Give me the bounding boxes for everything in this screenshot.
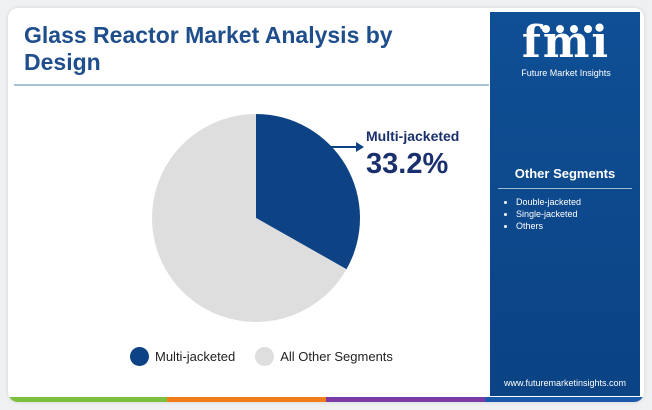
title-divider <box>14 84 489 86</box>
bottom-bar-segment <box>167 397 326 402</box>
website-link[interactable]: www.futuremarketinsights.com <box>503 378 627 388</box>
chart-legend: Multi-jacketed All Other Segments <box>130 347 413 366</box>
callout-label: Multi-jacketed <box>366 128 460 144</box>
logo-subtitle: Future Market Insights <box>521 68 611 78</box>
other-segments-title: Other Segments <box>514 166 616 181</box>
callout-value: 33.2% <box>366 148 449 180</box>
callout-arrow-head <box>356 142 364 152</box>
other-segments-list: Double-jacketed Single-jacketed Others <box>502 196 581 232</box>
legend-swatch-all-other-segments <box>255 347 275 366</box>
pie-slice-all-other-segments <box>152 114 347 323</box>
legend-item-multi-jacketed: Multi-jacketed <box>130 347 235 366</box>
other-segments-divider <box>498 188 632 189</box>
bottom-bar-segment <box>485 397 644 402</box>
legend-label-multi-jacketed: Multi-jacketed <box>155 349 236 364</box>
logo-icons <box>542 25 592 33</box>
bottom-color-bar <box>8 397 644 402</box>
list-item: Double-jacketed <box>516 196 581 208</box>
legend-swatch-multi-jacketed <box>130 347 149 366</box>
legend-item-all-other-segments: All Other Segments <box>255 347 393 366</box>
report-card: Glass Reactor Market Analysis by Design … <box>8 8 644 402</box>
bottom-bar-segment <box>8 397 167 402</box>
pie-slice-multi-jacketed <box>256 114 361 270</box>
legend-label-all-other-segments: All Other Segments <box>280 349 393 364</box>
fmi-logo: fmi Future Market Insights <box>510 17 622 79</box>
page-title: Glass Reactor Market Analysis by Design <box>24 22 393 75</box>
callout-arrow <box>330 142 364 152</box>
sidebar-panel: fmi Future Market Insights Other Segment… <box>490 12 640 396</box>
logo-text: fmi <box>521 17 611 68</box>
bottom-bar-segment <box>326 397 485 402</box>
pie-slices <box>152 114 361 323</box>
list-item: Others <box>516 220 581 232</box>
list-item: Single-jacketed <box>516 208 581 220</box>
pie-chart <box>152 114 364 323</box>
